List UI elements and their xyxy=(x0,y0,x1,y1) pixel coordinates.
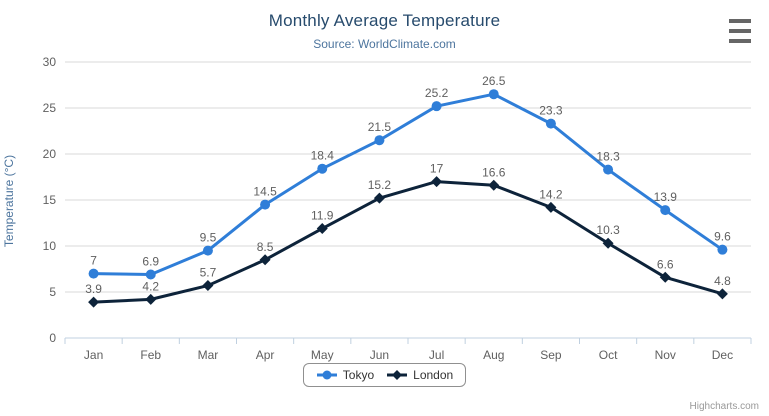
y-axis-label: 10 xyxy=(43,239,57,253)
data-label: 4.2 xyxy=(142,279,159,293)
data-label: 9.6 xyxy=(714,230,731,244)
london-point[interactable] xyxy=(488,179,500,191)
legend-label-london: London xyxy=(413,368,454,382)
y-axis-label: 0 xyxy=(49,331,56,345)
legend: Tokyo London xyxy=(0,363,769,387)
tokyo-point[interactable] xyxy=(431,101,442,112)
data-label: 15.2 xyxy=(368,178,392,192)
london-point[interactable] xyxy=(316,223,328,235)
hamburger-menu-icon[interactable] xyxy=(729,19,751,43)
tokyo-point[interactable] xyxy=(374,135,385,146)
tokyo-point[interactable] xyxy=(660,205,671,216)
y-axis-label: 20 xyxy=(43,147,57,161)
data-label: 10.3 xyxy=(596,223,620,237)
data-label: 14.5 xyxy=(253,185,277,199)
data-label: 6.9 xyxy=(142,255,159,269)
tokyo-point[interactable] xyxy=(145,269,156,280)
data-label: 21.5 xyxy=(368,120,392,134)
data-label: 16.6 xyxy=(482,165,506,179)
tokyo-point[interactable] xyxy=(545,118,556,129)
y-axis-label: 5 xyxy=(49,285,56,299)
y-axis-label: 15 xyxy=(43,193,57,207)
london-point[interactable] xyxy=(259,254,271,266)
data-label: 9.5 xyxy=(200,231,217,245)
london-point[interactable] xyxy=(545,201,557,213)
london-point[interactable] xyxy=(373,192,385,204)
hamburger-bar xyxy=(729,39,751,43)
data-label: 4.8 xyxy=(714,274,731,288)
london-point[interactable] xyxy=(431,176,443,188)
x-axis-label: Jun xyxy=(370,348,389,362)
tokyo-line-circle-marker-icon xyxy=(316,370,337,380)
x-axis-label: Jul xyxy=(429,348,444,362)
data-label: 25.2 xyxy=(425,86,449,100)
chart-title: Monthly Average Temperature xyxy=(268,11,501,30)
legend-box: Tokyo London xyxy=(302,363,467,387)
london-line-diamond-marker-icon xyxy=(387,370,408,380)
london-point[interactable] xyxy=(145,293,157,305)
data-label: 11.9 xyxy=(311,209,334,223)
tokyo-point[interactable] xyxy=(88,268,99,279)
x-axis-label: Mar xyxy=(198,348,219,362)
x-axis-label: Sep xyxy=(540,348,562,362)
london-point[interactable] xyxy=(716,288,728,300)
x-axis-label: Nov xyxy=(655,348,676,362)
data-label: 8.5 xyxy=(257,240,274,254)
hamburger-bar xyxy=(729,19,751,23)
data-label: 14.2 xyxy=(539,187,563,201)
x-axis-label: May xyxy=(311,348,334,362)
london-line xyxy=(93,180,723,304)
x-axis-label: Dec xyxy=(712,348,733,362)
legend-label-tokyo: Tokyo xyxy=(342,368,375,382)
chart-subtitle: Source: WorldClimate.com xyxy=(313,37,456,51)
x-axis-label: Oct xyxy=(599,348,618,362)
london-point[interactable] xyxy=(88,296,100,308)
tokyo-point[interactable] xyxy=(202,245,213,256)
data-label: 26.5 xyxy=(482,74,506,88)
data-label: 17 xyxy=(430,162,444,176)
london-point[interactable] xyxy=(202,280,214,292)
tokyo-line xyxy=(93,92,724,277)
tokyo-point[interactable] xyxy=(717,244,728,255)
highcharts-credit[interactable]: Highcharts.com xyxy=(689,401,759,412)
data-label: 23.3 xyxy=(539,104,563,118)
tokyo-point[interactable] xyxy=(317,163,328,174)
data-label: 18.4 xyxy=(311,149,335,163)
data-label: 18.3 xyxy=(596,150,620,164)
tokyo-point[interactable] xyxy=(603,164,614,175)
tokyo-point[interactable] xyxy=(260,199,271,210)
x-axis-label: Aug xyxy=(483,348,504,362)
data-label: 5.7 xyxy=(200,266,217,280)
x-axis-label: Jan xyxy=(84,348,103,362)
x-axis-label: Apr xyxy=(256,348,275,362)
y-axis-label: 25 xyxy=(43,101,57,115)
y-axis-label: 30 xyxy=(43,55,57,69)
data-label: 6.6 xyxy=(657,257,674,271)
y-axis-title: Temperature (°C) xyxy=(2,154,16,248)
legend-item-london[interactable]: London xyxy=(386,368,453,382)
x-axis-label: Feb xyxy=(140,348,161,362)
london-point[interactable] xyxy=(602,237,614,249)
tokyo-point[interactable] xyxy=(488,89,499,100)
hamburger-bar xyxy=(729,29,751,33)
london-point[interactable] xyxy=(659,271,671,283)
data-label: 3.9 xyxy=(85,282,102,296)
data-label: 13.9 xyxy=(654,190,678,204)
legend-item-tokyo[interactable]: Tokyo xyxy=(316,368,374,382)
data-label: 7 xyxy=(90,254,97,268)
